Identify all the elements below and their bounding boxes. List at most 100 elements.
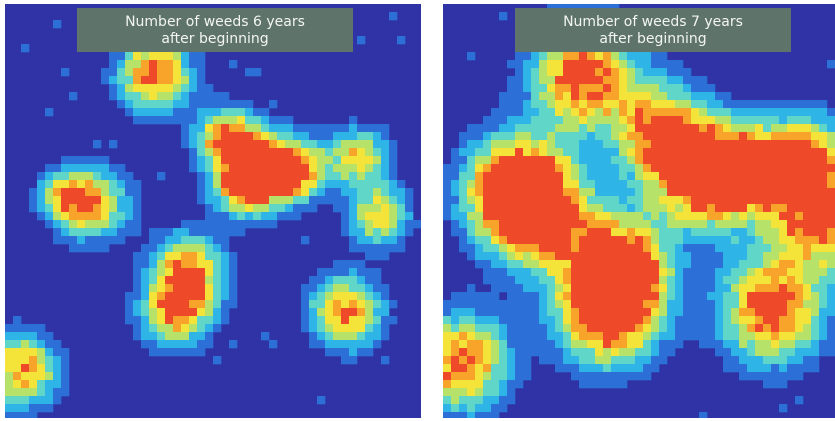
heatmap-cell [365,276,374,285]
heatmap-cell [317,276,326,285]
heatmap-cell [627,188,636,197]
heatmap-cell [635,60,644,69]
heatmap-cell [563,300,572,309]
heatmap-cell [587,340,596,349]
heatmap-cell [595,236,604,245]
heatmap-cell [579,156,588,165]
heatmap-cell [349,324,358,333]
heatmap-cell [819,292,828,301]
heatmap-cell [699,124,708,133]
heatmap-cell [117,204,126,213]
heatmap-cell [405,220,414,229]
heatmap-cell [341,276,350,285]
heatmap-cell [619,220,628,229]
heatmap-cell [373,284,382,293]
heatmap-cell [603,108,612,117]
heatmap-cell [579,244,588,253]
heatmap-cell [531,116,540,125]
heatmap-cell [675,300,684,309]
heatmap-cell [595,196,604,205]
heatmap-cell [763,268,772,277]
heatmap-cell [381,324,390,333]
heatmap-cell [117,196,126,205]
heatmap-cell [731,300,740,309]
heatmap-cell [659,164,668,173]
heatmap-cell [221,124,230,133]
heatmap-cell [459,324,468,333]
heatmap-cell [571,188,580,197]
heatmap-cell [317,324,326,333]
heatmap-cell [157,172,166,181]
heatmap-cell [779,204,788,213]
heatmap-cell [261,116,270,125]
heatmap-cell [491,372,500,381]
heatmap-cell [173,308,182,317]
heatmap-cell [221,268,230,277]
heatmap-cell [499,252,508,261]
heatmap-cell [85,188,94,197]
heatmap-cell [555,236,564,245]
heatmap-cell [483,364,492,373]
heatmap-cell [197,108,206,117]
heatmap-cell [341,292,350,301]
heatmap-cell [795,348,804,357]
heatmap-cell [285,164,294,173]
heatmap-cell [643,124,652,133]
heatmap-cell [587,100,596,109]
heatmap-cell [771,180,780,189]
heatmap-cell [293,188,302,197]
heatmap-cell [467,212,476,221]
heatmap-cell [141,52,150,61]
heatmap-cell [699,180,708,189]
heatmap-cell [723,316,732,325]
heatmap-cell [381,212,390,221]
heatmap-cell [317,316,326,325]
heatmap-cell [539,76,548,85]
heatmap-cell [747,148,756,157]
heatmap-cell [691,236,700,245]
heatmap-cell [61,372,70,381]
heatmap-cell [563,268,572,277]
heatmap-cell [643,132,652,141]
heatmap-cell [483,380,492,389]
heatmap-cell [811,356,820,365]
heatmap-cell [819,228,828,237]
heatmap-cell [373,340,382,349]
heatmap-cell [93,172,102,181]
heatmap-cell [547,356,556,365]
heatmap-cell [157,268,166,277]
heatmap-cell [61,172,70,181]
heatmap-cell [763,364,772,373]
heatmap-cell [467,236,476,245]
heatmap-cell [707,108,716,117]
heatmap-cell [45,196,54,205]
heatmap-cell [93,196,102,205]
heatmap-cell [747,196,756,205]
heatmap-cell [747,140,756,149]
heatmap-cell [595,356,604,365]
heatmap-cell [491,340,500,349]
heatmap-cell [675,100,684,109]
heatmap-cell [627,156,636,165]
heatmap-cell [53,396,62,405]
heatmap-cell [507,300,516,309]
heatmap-cell [651,148,660,157]
heatmap-cell [611,292,620,301]
heatmap-cell [803,244,812,253]
heatmap-cell [309,172,318,181]
heatmap-cell [803,348,812,357]
heatmap-cell [357,332,366,341]
heatmap-cell [133,180,142,189]
heatmap-cell [731,180,740,189]
heatmap-cell [325,340,334,349]
heatmap-cell [587,372,596,381]
heatmap-cell [523,244,532,253]
heatmap-cell [301,308,310,317]
heatmap-cell [619,212,628,221]
heatmap-cell [341,340,350,349]
heatmap-cell [269,132,278,141]
heatmap-cell [443,388,452,397]
heatmap-cell [803,108,812,117]
heatmap-cell [523,228,532,237]
heatmap-cell [221,116,230,125]
